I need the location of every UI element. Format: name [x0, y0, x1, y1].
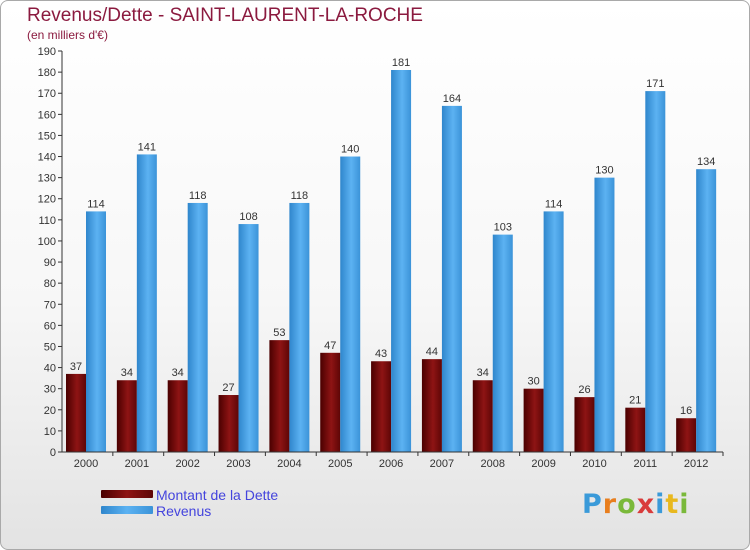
- bar-revenus: [340, 156, 361, 453]
- bar-dette: [676, 418, 697, 452]
- y-tick-label: 170: [38, 88, 56, 100]
- bar-revenus: [391, 69, 412, 452]
- y-tick-label: 110: [38, 215, 56, 227]
- bar-revenus: [86, 211, 106, 452]
- x-tick-label: 2006: [379, 458, 403, 470]
- x-tick-label: 2004: [277, 458, 301, 470]
- x-tick-label: 2005: [328, 458, 352, 470]
- x-tick-label: 2011: [633, 458, 657, 470]
- bar-dette: [371, 361, 392, 452]
- bar-revenus: [543, 211, 564, 452]
- x-tick-label: 2008: [481, 458, 505, 470]
- chart-subtitle: (en milliers d'€): [27, 28, 108, 42]
- legend-swatch-revenus: [101, 506, 153, 514]
- data-label-revenus: 134: [697, 156, 715, 168]
- bar-revenus: [187, 202, 208, 452]
- x-tick-label: 2012: [684, 458, 708, 470]
- data-label-dette: 21: [629, 395, 641, 407]
- data-label-revenus: 164: [443, 93, 461, 105]
- data-label-revenus: 118: [189, 190, 207, 202]
- data-label-dette: 34: [121, 367, 133, 379]
- data-label-revenus: 114: [87, 198, 105, 210]
- data-label-dette: 53: [273, 327, 285, 339]
- x-tick-label: 2000: [74, 458, 98, 470]
- data-label-dette: 16: [680, 405, 692, 417]
- data-label-revenus: 130: [595, 165, 613, 177]
- legend-label-dette: Montant de la Dette: [156, 487, 279, 503]
- data-label-revenus: 171: [646, 78, 664, 90]
- x-tick-label: 2001: [125, 458, 149, 470]
- data-label-revenus: 118: [291, 190, 309, 202]
- y-tick-label: 20: [44, 405, 56, 417]
- y-tick-label: 80: [44, 278, 56, 290]
- bar-revenus: [136, 154, 157, 453]
- y-tick-label: 190: [38, 46, 56, 58]
- bar-dette: [523, 388, 544, 452]
- bar-dette: [116, 380, 137, 452]
- bar-revenus: [492, 234, 513, 452]
- legend-swatch-dette: [101, 490, 153, 498]
- y-tick-label: 180: [38, 67, 56, 79]
- y-tick-label: 130: [38, 173, 56, 185]
- bar-dette: [472, 380, 493, 452]
- data-label-dette: 43: [375, 348, 387, 360]
- bar-dette: [320, 352, 341, 452]
- y-tick-label: 150: [38, 130, 56, 142]
- data-label-dette: 30: [527, 376, 539, 388]
- y-tick-label: 10: [44, 426, 56, 438]
- bar-revenus: [289, 202, 310, 452]
- data-label-revenus: 103: [494, 222, 512, 234]
- bar-dette: [269, 340, 290, 452]
- data-label-revenus: 108: [239, 211, 257, 223]
- y-tick-label: 50: [44, 341, 56, 353]
- data-label-revenus: 114: [545, 198, 563, 210]
- y-tick-label: 160: [38, 109, 56, 121]
- bar-dette: [167, 380, 188, 452]
- bar-dette: [625, 407, 646, 452]
- y-tick-label: 120: [38, 194, 56, 206]
- y-tick-label: 40: [44, 363, 56, 375]
- y-tick-label: 140: [38, 152, 56, 164]
- x-tick-label: 2007: [430, 458, 454, 470]
- y-tick-label: 70: [44, 299, 56, 311]
- data-label-revenus: 140: [341, 144, 359, 156]
- y-tick-label: 30: [44, 384, 56, 396]
- x-tick-label: 2010: [582, 458, 606, 470]
- x-tick-label: 2003: [226, 458, 250, 470]
- bar-revenus: [238, 224, 259, 452]
- y-tick-label: 100: [38, 236, 56, 248]
- x-tick-label: 2002: [175, 458, 199, 470]
- data-label-dette: 34: [172, 367, 184, 379]
- data-label-dette: 27: [222, 382, 234, 394]
- y-tick-label: 60: [44, 320, 56, 332]
- proxiti-logo: Proxiti: [582, 489, 690, 520]
- bar-dette: [574, 397, 595, 452]
- y-tick-label: 90: [44, 257, 56, 269]
- data-label-revenus: 181: [392, 57, 410, 69]
- bar-dette: [66, 373, 86, 452]
- bar-dette: [218, 395, 239, 452]
- data-label-dette: 26: [578, 384, 590, 396]
- bar-revenus: [441, 105, 462, 452]
- data-label-dette: 44: [426, 346, 438, 358]
- bar-revenus: [594, 177, 615, 452]
- bar-dette: [421, 359, 442, 452]
- data-label-dette: 47: [324, 340, 336, 352]
- y-tick-label: 0: [50, 447, 56, 459]
- bar-revenus: [645, 91, 666, 452]
- data-label-revenus: 141: [138, 141, 156, 153]
- data-label-dette: 37: [70, 361, 82, 373]
- x-tick-label: 2009: [531, 458, 555, 470]
- bar-revenus: [696, 169, 717, 453]
- chart-title: Revenus/Dette - SAINT-LAURENT-LA-ROCHE: [27, 5, 423, 26]
- data-label-dette: 34: [477, 367, 489, 379]
- legend-label-revenus: Revenus: [156, 503, 212, 519]
